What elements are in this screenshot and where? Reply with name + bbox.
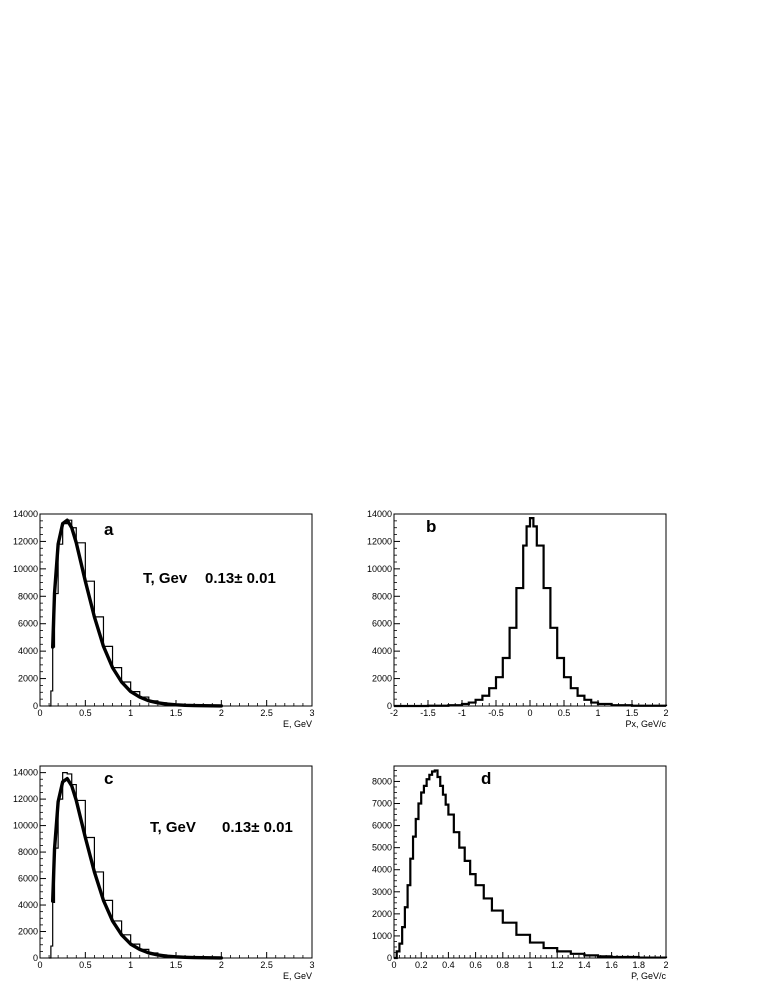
panel-c-y-tick-label: 0 — [33, 953, 38, 963]
panel-c-x-tick-label: 2.5 — [260, 960, 273, 970]
panel-d-frame — [393, 765, 667, 959]
panel-b-y-tick-label: 8000 — [372, 591, 392, 601]
panel-b-x-axis-title: Px, GeV/c — [625, 719, 666, 729]
panel-a: a T, Gev 0.13± 0.01 0 0.5 1 1.5 2 2.5 3 0 2000 40… — [13, 509, 315, 729]
panel-a-histogram — [49, 519, 222, 707]
panel-a-y-tick-label: 8000 — [18, 591, 38, 601]
panel-a-y-tick-label: 12000 — [13, 536, 38, 546]
panel-a-y-tick-label: 0 — [33, 701, 38, 711]
panel-d-x-tick-label: 2 — [663, 960, 668, 970]
panel-c-y-tick-label: 10000 — [13, 821, 38, 831]
panel-b: b -2 -1.5 -1 -0.5 0 0.5 1 1.5 2 0 2000 4000 6000 8000… — [367, 509, 669, 729]
panel-c-x-tick-label: 3 — [309, 960, 314, 970]
panel-d-x-tick-label: 0.4 — [442, 960, 455, 970]
panel-a-x-tick-label: 3 — [309, 708, 314, 718]
panel-d-y-tick-label: 5000 — [372, 843, 392, 853]
panel-d-x-tick-label: 0.8 — [497, 960, 510, 970]
panel-a-x-tick-label: 0 — [37, 708, 42, 718]
panel-c-x-tick-label: 1.5 — [170, 960, 183, 970]
panel-b-label: b — [426, 517, 436, 536]
panel-c-temperature-label: T, GeV — [150, 819, 196, 836]
panel-a-x-tick-label: 1 — [128, 708, 133, 718]
panel-b-y-tick-label: 10000 — [367, 564, 392, 574]
panel-a-x-tick-label: 2 — [219, 708, 224, 718]
panel-c: c T, GeV 0.13± 0.01 0 0.5 1 1.5 2 2.5 3 0 2000 40… — [13, 765, 315, 981]
panel-b-y-tick-label: 12000 — [367, 536, 392, 546]
panel-d-x-tick-label: 1.8 — [633, 960, 646, 970]
panel-c-x-tick-label: 0 — [37, 960, 42, 970]
panel-b-x-tick-label: -1 — [458, 708, 466, 718]
panel-a-label: a — [104, 520, 114, 539]
panel-d-y-tick-label: 8000 — [372, 776, 392, 786]
panel-b-y-tick-label: 4000 — [372, 646, 392, 656]
panel-d-histogram — [394, 769, 668, 960]
panel-a-y-tick-label: 6000 — [18, 619, 38, 629]
panel-d-y-tick-label: 6000 — [372, 821, 392, 831]
panel-a-x-axis-title: E, GeV — [283, 719, 312, 729]
panel-c-fit-curve — [50, 776, 224, 960]
panel-c-label: c — [104, 769, 113, 788]
panel-b-y-tick-label: 6000 — [372, 619, 392, 629]
panel-c-y-tick-label: 12000 — [13, 794, 38, 804]
panel-c-y-tick-label: 6000 — [18, 874, 38, 884]
panel-b-x-tick-label: -1.5 — [420, 708, 436, 718]
panel-c-y-tick-label: 8000 — [18, 847, 38, 857]
panel-d-y-tick-label: 2000 — [372, 909, 392, 919]
panel-b-y-tick-label: 0 — [387, 701, 392, 711]
panel-d: d 0 0.2 0.4 0.6 0.8 1 1.2 1.4 1.6 1.8 2 0 1000 2000 30… — [372, 765, 669, 981]
panel-c-x-tick-label: 1 — [128, 960, 133, 970]
panel-b-x-tick-label: -2 — [390, 708, 398, 718]
panel-c-y-tick-label: 14000 — [13, 768, 38, 778]
panel-d-label: d — [481, 769, 491, 788]
panel-b-x-tick-label: 1.5 — [626, 708, 639, 718]
panel-d-y-tick-label: 0 — [387, 953, 392, 963]
panel-b-y-tick-label: 14000 — [367, 509, 392, 519]
panel-b-x-tick-label: 1 — [595, 708, 600, 718]
panel-c-x-tick-label: 2 — [219, 960, 224, 970]
panel-d-x-tick-label: 1 — [527, 960, 532, 970]
panel-b-x-tick-label: 0.5 — [558, 708, 571, 718]
panel-b-x-tick-label: 2 — [663, 708, 668, 718]
panel-a-y-tick-label: 14000 — [13, 509, 38, 519]
panel-a-x-tick-label: 1.5 — [170, 708, 183, 718]
panel-c-frame — [39, 765, 313, 959]
panel-b-histogram — [394, 517, 668, 708]
panel-d-x-tick-label: 1.4 — [578, 960, 591, 970]
panel-d-x-tick-label: 0 — [391, 960, 396, 970]
panel-d-x-tick-label: 1.2 — [551, 960, 564, 970]
panel-c-y-tick-label: 4000 — [18, 900, 38, 910]
panel-d-y-tick-label: 3000 — [372, 887, 392, 897]
panel-a-temperature-label: T, Gev — [143, 570, 188, 587]
panel-a-temperature-value: 0.13± 0.01 — [205, 570, 276, 587]
panel-d-x-tick-label: 0.6 — [469, 960, 482, 970]
panel-c-y-tick-label: 2000 — [18, 927, 38, 937]
panel-d-y-tick-label: 7000 — [372, 799, 392, 809]
panel-c-x-tick-label: 0.5 — [79, 960, 92, 970]
panel-d-x-tick-label: 0.2 — [415, 960, 428, 970]
panel-a-x-tick-label: 2.5 — [260, 708, 273, 718]
panel-d-x-tick-label: 1.6 — [605, 960, 618, 970]
panel-b-y-tick-label: 2000 — [372, 674, 392, 684]
panel-b-frame — [393, 513, 667, 707]
panel-b-x-tick-label: -0.5 — [488, 708, 504, 718]
panel-c-x-axis-title: E, GeV — [283, 971, 312, 981]
panel-a-y-tick-label: 10000 — [13, 564, 38, 574]
panel-a-fit-curve — [50, 518, 224, 708]
panel-d-y-tick-label: 1000 — [372, 931, 392, 941]
panel-d-y-tick-label: 4000 — [372, 865, 392, 875]
panel-a-y-tick-label: 4000 — [18, 646, 38, 656]
panel-d-x-axis-title: P, GeV/c — [631, 971, 666, 981]
panel-c-temperature-value: 0.13± 0.01 — [222, 819, 293, 836]
panel-a-x-tick-label: 0.5 — [79, 708, 92, 718]
panel-b-x-tick-label: 0 — [527, 708, 532, 718]
panel-a-y-tick-label: 2000 — [18, 674, 38, 684]
